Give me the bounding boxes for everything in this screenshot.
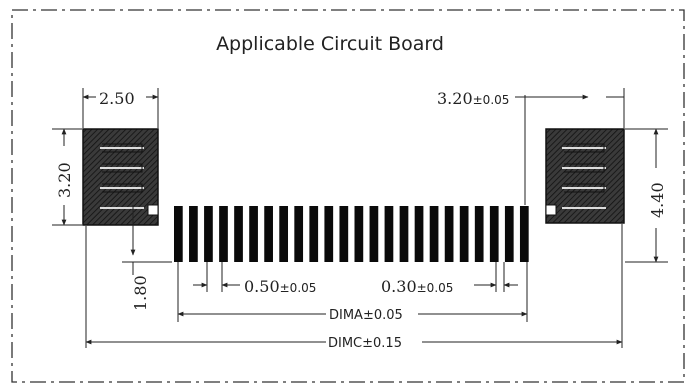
contact-finger <box>339 206 349 262</box>
contact-finger <box>189 206 198 262</box>
dim-pad-height: 3.20 <box>55 162 74 198</box>
contact-finger <box>519 206 529 262</box>
contact-finger <box>219 206 228 262</box>
right-pad <box>545 128 625 224</box>
contact-finger <box>429 206 439 262</box>
dim-pitch-tol: ±0.05 <box>280 281 317 295</box>
dim-pad-top-offset: 3.20±0.05 <box>437 89 509 108</box>
contact-finger <box>249 206 258 262</box>
contact-finger <box>414 206 424 262</box>
dim-c: DIMC±0.15 <box>328 336 402 351</box>
drawing-title: Applicable Circuit Board <box>216 33 444 55</box>
contact-finger <box>474 206 484 262</box>
contact-finger <box>324 206 334 262</box>
contact-finger <box>174 206 183 262</box>
dim-finger-width-tol: ±0.05 <box>417 281 454 295</box>
dim-finger-length: 1.80 <box>131 275 150 311</box>
contact-finger <box>489 206 499 262</box>
dim-finger-width: 0.30±0.05 <box>381 277 453 296</box>
contact-fingers <box>174 206 529 262</box>
contact-finger <box>504 206 514 262</box>
contact-finger <box>444 206 454 262</box>
contact-finger <box>369 206 379 262</box>
contact-finger <box>384 206 394 262</box>
dim-pad-top-offset-tol: ±0.05 <box>473 93 510 107</box>
dim-pad-total-height: 4.40 <box>648 182 667 218</box>
contact-finger <box>279 206 289 262</box>
dim-pitch-value: 0.50 <box>244 277 280 296</box>
left-pad <box>82 128 159 226</box>
contact-finger <box>264 206 273 262</box>
contact-finger <box>294 206 304 262</box>
dim-a: DIMA±0.05 <box>329 308 403 323</box>
dim-finger-width-value: 0.30 <box>381 277 417 296</box>
contact-finger <box>459 206 469 262</box>
dim-pad-width: 2.50 <box>99 89 135 108</box>
contact-finger <box>204 206 213 262</box>
contact-finger <box>354 206 364 262</box>
contact-finger <box>309 206 319 262</box>
contact-finger <box>399 206 409 262</box>
dim-pad-top-offset-value: 3.20 <box>437 89 473 108</box>
dimension-lines <box>52 88 668 348</box>
dim-pitch: 0.50±0.05 <box>244 277 316 296</box>
contact-finger <box>234 206 243 262</box>
